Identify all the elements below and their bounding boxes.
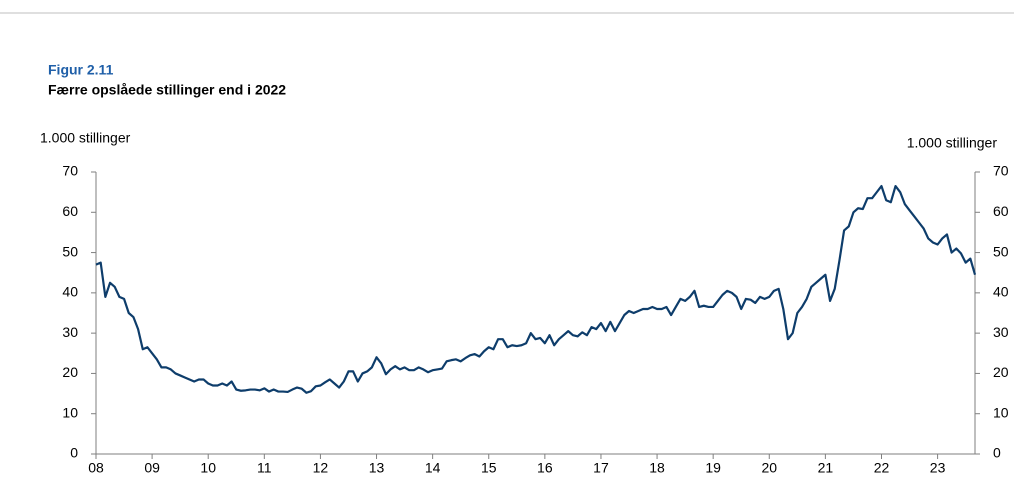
y-axis-label: 1.000 stillinger — [40, 130, 131, 146]
y-tick-label: 40 — [62, 284, 78, 300]
y-tick-label: 30 — [62, 324, 78, 340]
x-tick-label: 10 — [200, 460, 216, 476]
x-tick-label: 20 — [761, 460, 777, 476]
y2-tick-label: 0 — [993, 445, 1001, 461]
x-tick-label: 16 — [537, 460, 553, 476]
line-series — [95, 185, 977, 394]
x-tick-label: 17 — [593, 460, 609, 476]
x-tick-label: 15 — [481, 460, 497, 476]
y2-axis-label: 1.000 stillinger — [907, 135, 998, 151]
y2-tick-label: 50 — [993, 243, 1009, 259]
y-tick-label: 20 — [62, 364, 78, 380]
y-tick-label: 50 — [62, 243, 78, 259]
chart-subtitle: Færre opslåede stillinger end i 2022 — [48, 82, 286, 98]
x-tick-label: 19 — [705, 460, 721, 476]
y-tick-label: 70 — [62, 163, 78, 179]
y-tick-label: 60 — [62, 203, 78, 219]
y2-tick-label: 60 — [993, 203, 1009, 219]
x-tick-label: 21 — [818, 460, 834, 476]
x-tick-label: 18 — [649, 460, 665, 476]
y2-tick-label: 70 — [993, 163, 1009, 179]
y2-tick-label: 10 — [993, 404, 1009, 420]
y2-tick-label: 20 — [993, 364, 1009, 380]
x-tick-label: 09 — [144, 460, 160, 476]
x-tick-label: 11 — [257, 460, 272, 476]
y2-tick-label: 40 — [993, 284, 1009, 300]
y-tick-label: 0 — [70, 445, 78, 461]
y-tick-label: 10 — [62, 404, 78, 420]
x-tick-label: 12 — [313, 460, 329, 476]
x-tick-label: 22 — [874, 460, 890, 476]
y2-tick-label: 30 — [993, 324, 1009, 340]
x-tick-label: 08 — [88, 460, 104, 476]
x-tick-label: 13 — [369, 460, 385, 476]
x-tick-label: 14 — [425, 460, 441, 476]
x-tick-label: 23 — [930, 460, 946, 476]
chart-title: Figur 2.11 — [48, 62, 114, 78]
